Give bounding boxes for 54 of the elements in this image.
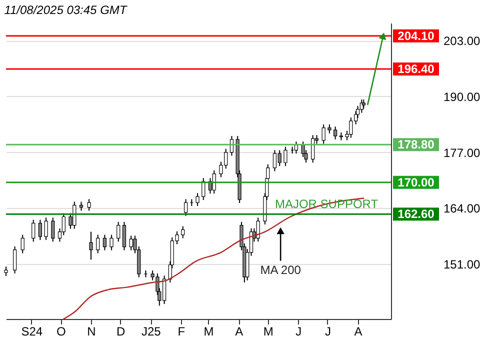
y-tick-label: 190.00 <box>444 90 481 104</box>
annotation: MA 200 <box>260 262 302 277</box>
candlestick <box>202 178 206 200</box>
ref-line-label: 204.10 <box>398 28 435 43</box>
ref-line-label: 178.80 <box>398 138 435 152</box>
candlestick <box>284 146 288 167</box>
y-tick-label: 164.00 <box>444 202 481 216</box>
x-tick-label: F <box>178 324 186 338</box>
candlestick <box>38 219 42 240</box>
candlestick <box>12 246 17 274</box>
y-tick-label: 177.00 <box>444 146 481 160</box>
x-tick-label: N <box>87 324 96 338</box>
candlestick <box>328 124 332 134</box>
ref-line-label: 162.60 <box>398 207 435 222</box>
candlestick <box>4 266 8 277</box>
candlestick <box>44 217 48 240</box>
x-tick-label: J <box>324 324 331 338</box>
candlestick <box>20 234 24 254</box>
candlestick <box>362 98 366 109</box>
annotation: MAJOR SUPPORT <box>274 197 379 212</box>
candlestick <box>102 234 106 251</box>
candlestick <box>129 235 133 251</box>
x-tick-label: M <box>263 324 274 338</box>
x-tick-label: M <box>204 324 214 338</box>
candlestick <box>311 134 315 164</box>
candlestick <box>96 234 100 254</box>
candlestick <box>322 124 326 144</box>
x-tick-label: J <box>296 324 302 338</box>
candlestick <box>89 231 93 260</box>
candlestick <box>196 192 200 207</box>
candlestick <box>110 234 114 251</box>
candlestick <box>181 226 185 239</box>
candlestick <box>51 217 55 242</box>
x-tick-label: J25 <box>141 324 162 338</box>
candlestick <box>122 221 126 251</box>
x-tick-label: S24 <box>21 324 43 338</box>
candlestick <box>334 126 338 140</box>
ref-line-label: 170.00 <box>398 175 435 190</box>
x-tick-label: A <box>354 324 362 338</box>
candlestick <box>116 221 120 242</box>
candlestick <box>62 212 66 236</box>
y-tick-label: 203.00 <box>444 34 481 48</box>
y-tick-label: 151.00 <box>444 258 481 272</box>
ref-line-label: 196.40 <box>398 62 435 76</box>
x-tick-label: A <box>235 324 244 338</box>
text: 11/08/2025 03:45 GMT <box>4 3 128 17</box>
candlestick <box>256 217 260 242</box>
candlestick <box>212 170 216 194</box>
candlestick <box>184 198 188 216</box>
candlestick <box>79 201 84 212</box>
x-tick-label: O <box>56 324 66 338</box>
x-tick-label: D <box>116 324 126 338</box>
candlestick <box>87 198 91 212</box>
candlestick <box>32 219 36 242</box>
